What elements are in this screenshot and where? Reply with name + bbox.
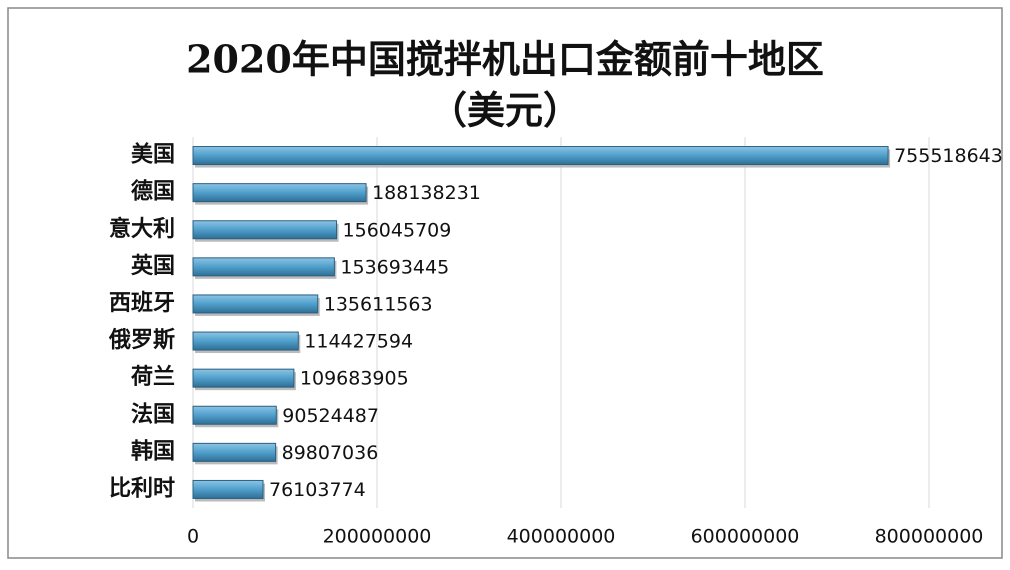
y-tick-label: 西班牙 [109, 291, 175, 316]
y-tick-label: 德国 [131, 179, 175, 205]
bar [192, 257, 335, 277]
bar [192, 294, 319, 314]
bar [192, 479, 264, 499]
value-label: 153693445 [340, 256, 449, 278]
value-label: 156045709 [343, 219, 452, 241]
bar [192, 183, 367, 203]
bar [192, 331, 299, 351]
y-tick-label: 英国 [131, 254, 175, 279]
y-tick-label: 比利时 [109, 476, 175, 501]
value-label: 755518643 [894, 145, 1003, 167]
value-label: 76103774 [269, 479, 366, 501]
value-label: 135611563 [324, 293, 433, 315]
chart-subtitle: （美元） [429, 88, 581, 133]
y-tick-label: 法国 [131, 402, 175, 427]
value-label: 90524487 [282, 405, 379, 427]
y-tick-label: 俄罗斯 [108, 327, 175, 353]
value-label: 89807036 [282, 442, 379, 464]
x-tick-label: 800000000 [875, 526, 984, 548]
bar [192, 368, 295, 388]
y-tick-label: 韩国 [131, 438, 175, 464]
chart-title: 2020年中国搅拌机出口金额前十地区 [186, 37, 824, 82]
bar [192, 220, 338, 240]
value-label: 114427594 [304, 331, 413, 353]
bar [192, 146, 889, 166]
chart-border [7, 7, 1003, 559]
x-tick-label: 400000000 [507, 526, 616, 548]
x-tick-label: 200000000 [323, 526, 432, 548]
y-tick-label: 荷兰 [131, 364, 175, 390]
value-label: 188138231 [372, 182, 481, 204]
x-tick-label: 600000000 [691, 526, 800, 548]
value-label: 109683905 [300, 368, 409, 390]
y-tick-label: 美国 [131, 142, 175, 168]
y-tick-label: 意大利 [109, 216, 175, 242]
bar [192, 405, 277, 425]
bar [192, 442, 277, 462]
x-tick-label: 0 [187, 526, 199, 548]
